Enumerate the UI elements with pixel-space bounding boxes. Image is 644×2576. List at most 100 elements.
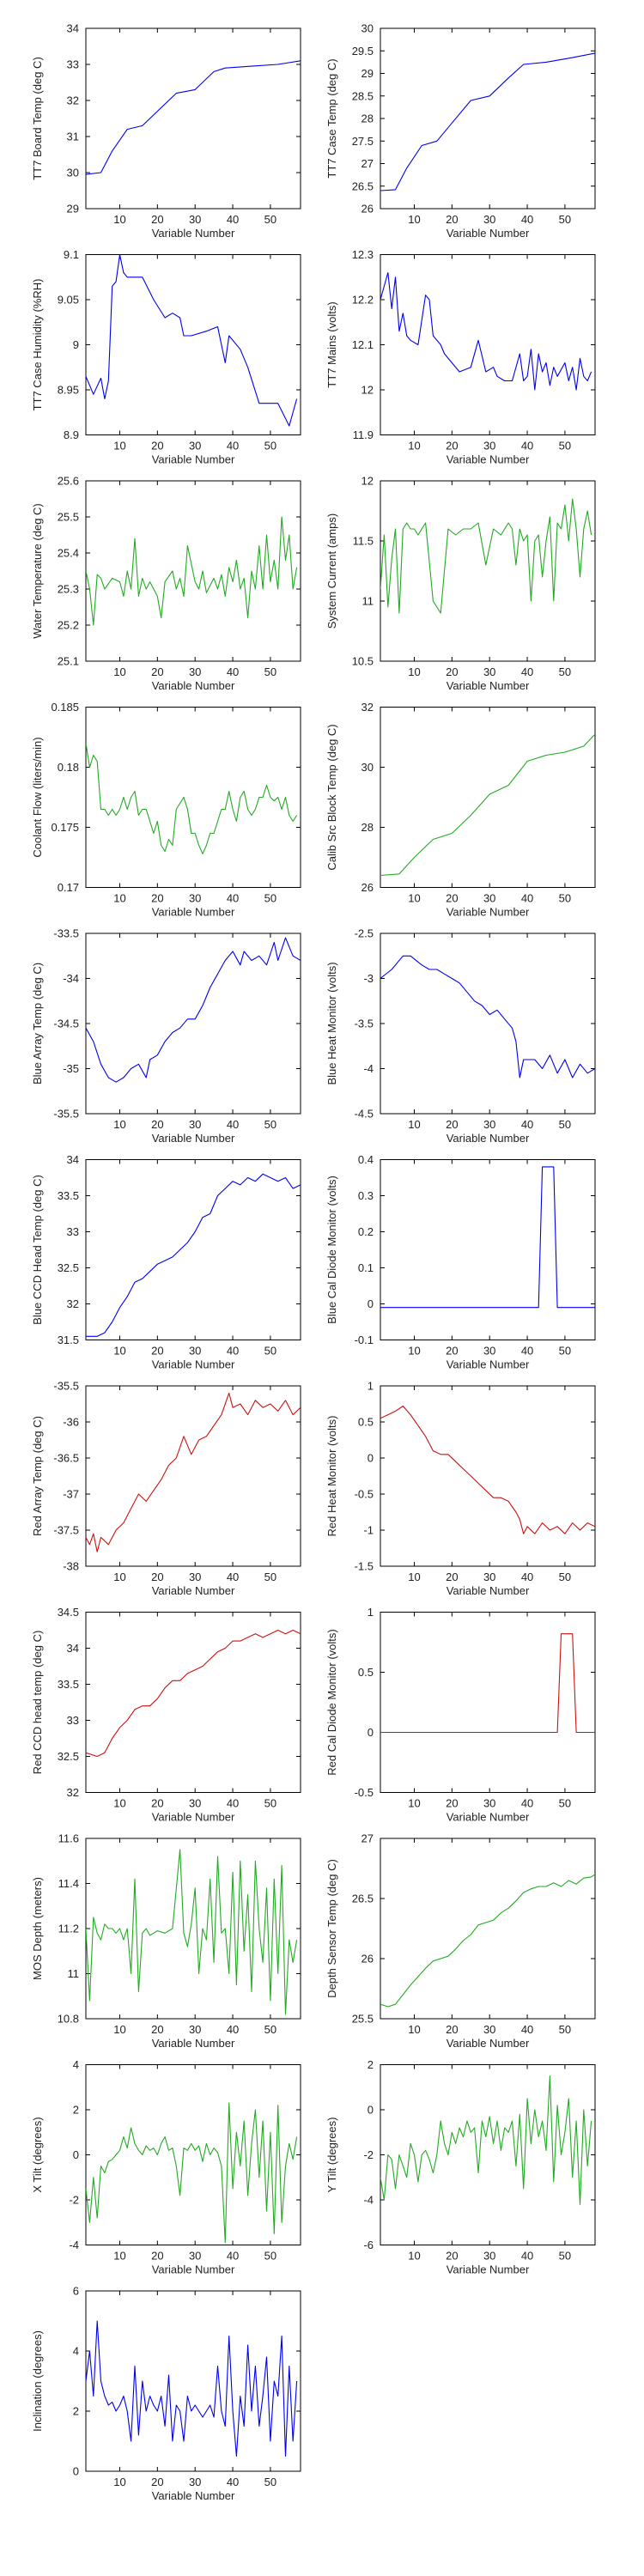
- chart-20-xtick-label: 10: [408, 2250, 420, 2263]
- chart-20-ytick-label: -4: [363, 2194, 374, 2207]
- chart-13-xtick-label: 30: [189, 1571, 201, 1583]
- chart-15-ytick-label: 34.5: [58, 1606, 79, 1619]
- chart-14-ytick-label: 0: [368, 1452, 374, 1465]
- chart-1-frame: [85, 27, 301, 210]
- chart-20-series-line: [380, 2075, 592, 2205]
- chart-9-xlabel: Variable Number: [152, 1132, 235, 1145]
- chart-3-ytick-label: 9.05: [58, 294, 79, 307]
- chart-19-xtick-label: 10: [113, 2250, 125, 2263]
- chart-16-ytick-label: 1: [368, 1606, 374, 1619]
- chart-5-ylabel: Water Temperature (deg C): [31, 503, 44, 639]
- chart-14-frame: [380, 1385, 596, 1567]
- chart-14-xtick-label: 50: [559, 1571, 571, 1583]
- chart-11-ylabel: Blue CCD Head Temp (deg C): [31, 1175, 44, 1325]
- chart-5-ytick-label: 25.4: [58, 547, 79, 560]
- chart-21-xtick-label: 50: [264, 2476, 276, 2488]
- chart-9-group: -35.5 -35 -34.5 -34 -33.5 10 20 30 40 50 Variable …: [31, 927, 301, 1145]
- chart-11-ytick-label: 32.5: [58, 1261, 79, 1274]
- chart-15-xtick-label: 50: [264, 1797, 276, 1810]
- chart-4-frame: [380, 254, 596, 435]
- chart-13-ytick-label: -36: [63, 1416, 79, 1429]
- chart-2-ytick-label: 26: [361, 203, 374, 216]
- chart-12-ytick-label: 0.1: [358, 1261, 374, 1274]
- chart-1-ytick-label: 34: [67, 22, 79, 35]
- chart-18-xtick-label: 10: [408, 2023, 420, 2036]
- chart-13-ytick-label: -37.5: [53, 1524, 79, 1537]
- chart-18-xtick-label: 20: [446, 2023, 458, 2036]
- chart-7-ytick-label: 0.17: [58, 881, 79, 894]
- chart-15-ytick-label: 33: [67, 1714, 79, 1727]
- chart-3-ytick-label: 9: [73, 338, 79, 351]
- chart-5-ytick-label: 25.6: [58, 475, 79, 488]
- chart-6-ytick-label: 11.5: [353, 535, 374, 548]
- chart-18-ytick-label: 26: [361, 1953, 374, 1965]
- chart-12-xtick-label: 10: [408, 1345, 420, 1358]
- chart-13-ytick-label: -38: [63, 1560, 79, 1573]
- chart-4-group: 11.9 12 12.1 12.2 12.3 10 20 30 40 50 Variable Num…: [325, 248, 596, 466]
- chart-10-ytick-label: -2.5: [355, 927, 374, 940]
- chart-14-ytick-label: -1: [363, 1524, 374, 1537]
- chart-12-xtick-label: 40: [521, 1345, 533, 1358]
- chart-3-ytick-label: 8.9: [64, 428, 79, 441]
- chart-18-xtick-label: 50: [559, 2023, 571, 2036]
- chart-14-xtick-label: 40: [521, 1571, 533, 1583]
- chart-20-xtick-label: 20: [446, 2250, 458, 2263]
- chart-1-ylabel: TT7 Board Temp (deg C): [31, 57, 44, 180]
- chart-15-ytick-label: 34: [67, 1642, 79, 1655]
- chart-3-xtick-label: 10: [113, 440, 125, 453]
- chart-19-xtick-label: 50: [264, 2250, 276, 2263]
- chart-6-xtick-label: 30: [483, 665, 495, 678]
- chart-16-xlabel: Variable Number: [447, 1811, 530, 1824]
- chart-6-xlabel: Variable Number: [447, 679, 530, 692]
- chart-7-xtick-label: 30: [189, 892, 201, 905]
- chart-17-xtick-label: 10: [113, 2023, 125, 2036]
- chart-21-xtick-label: 30: [189, 2476, 201, 2488]
- chart-18-xlabel: Variable Number: [447, 2037, 530, 2050]
- chart-6-frame: [380, 480, 596, 662]
- chart-7-xtick-label: 40: [227, 892, 239, 905]
- chart-20-group: -6 -4 -2 0 2 10 20 30 40 50 Variable Number Y Tilt …: [325, 2058, 596, 2276]
- chart-9-xtick-label: 20: [151, 1118, 163, 1131]
- chart-8-ytick-label: 26: [361, 881, 374, 894]
- chart-7-group: 0.17 0.175 0.18 0.185 10 20 30 40 50 Variable Num…: [31, 701, 301, 919]
- chart-8-xtick-label: 20: [446, 892, 458, 905]
- chart-18-series-line: [380, 1874, 595, 2008]
- chart-18-group: 25.5 26 26.5 27 10 20 30 40 50 Variable Number Dep…: [325, 1832, 596, 2050]
- chart-6-ytick-label: 10.5: [352, 655, 374, 668]
- chart-7-frame: [85, 707, 301, 888]
- chart-20-xtick-label: 50: [559, 2250, 571, 2263]
- chart-20-ytick-label: -2: [363, 2148, 374, 2161]
- chart-3-group: 8.9 8.95 9 9.05 9.1 10 20 30 40 50 Variable Number…: [31, 248, 301, 466]
- chart-21-ylabel: Inclination (degrees): [31, 2330, 44, 2432]
- chart-12-ytick-label: 0: [368, 1297, 374, 1310]
- chart-3-xtick-label: 20: [151, 440, 163, 453]
- chart-16-ytick-label: 0: [368, 1726, 374, 1739]
- chart-13-frame: [85, 1385, 301, 1567]
- chart-17-ytick-label: 11: [68, 1967, 80, 1980]
- chart-10-ylabel: Blue Heat Monitor (volts): [325, 962, 338, 1084]
- chart-4-ytick-label: 12.3: [352, 248, 374, 261]
- chart-17-ytick-label: 11.2: [58, 1923, 79, 1935]
- chart-4-xtick-label: 20: [446, 440, 458, 453]
- chart-4-xtick-label: 50: [559, 440, 571, 453]
- chart-20-ytick-label: 0: [368, 2104, 374, 2117]
- chart-20-frame: [380, 2064, 596, 2245]
- chart-14-series-line: [380, 1405, 595, 1534]
- chart-20-xtick-label: 40: [521, 2250, 533, 2263]
- chart-8-group: 26 28 30 32 10 20 30 40 50 Variable Number Calib S…: [325, 701, 596, 919]
- chart-7-series-line: [86, 743, 298, 854]
- chart-19-xtick-label: 20: [151, 2250, 163, 2263]
- chart-9-ylabel: Blue Array Temp (deg C): [31, 963, 44, 1084]
- chart-2-ylabel: TT7 Case Temp (deg C): [325, 58, 338, 178]
- chart-20-xlabel: Variable Number: [447, 2263, 530, 2276]
- chart-10-xtick-label: 10: [408, 1118, 420, 1131]
- chart-10-xtick-label: 30: [483, 1118, 495, 1131]
- chart-5-xtick-label: 40: [227, 665, 239, 678]
- chart-1-ytick-label: 29: [67, 203, 79, 216]
- chart-8-xtick-label: 30: [483, 892, 495, 905]
- chart-10-xtick-label: 20: [446, 1118, 458, 1131]
- chart-3-xtick-label: 50: [264, 440, 276, 453]
- chart-21-group: 0 2 4 6 10 20 30 40 50 Variable Number Inclination…: [31, 2285, 301, 2502]
- chart-8-xtick-label: 10: [408, 892, 420, 905]
- chart-18-ytick-label: 27: [361, 1832, 374, 1845]
